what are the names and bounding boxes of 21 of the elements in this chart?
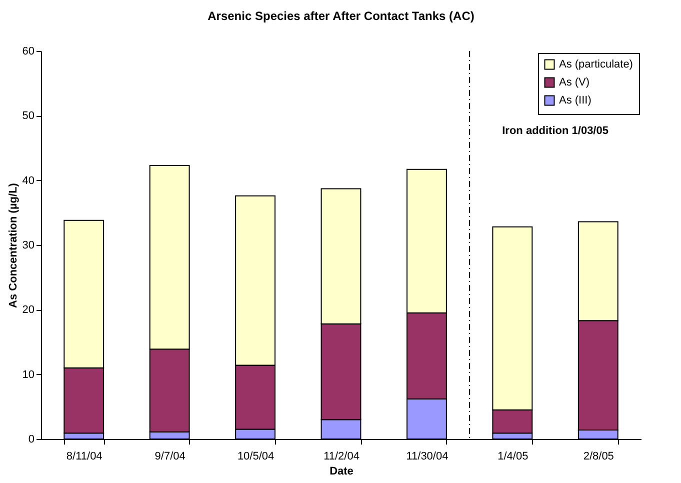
y-tick-label: 20 xyxy=(22,304,34,316)
x-tick-label: 2/8/05 xyxy=(583,450,614,462)
legend-label: As (particulate) xyxy=(559,58,633,70)
legend-label: As (V) xyxy=(559,76,590,88)
y-tick-label: 10 xyxy=(22,368,34,381)
y-tick-label: 40 xyxy=(22,174,34,187)
y-tick-label: 30 xyxy=(22,240,34,252)
x-tick-label: 9/7/04 xyxy=(154,450,186,462)
y-axis-title: As Concentration (µg/L) xyxy=(7,182,20,308)
x-tick-label: 1/4/05 xyxy=(498,450,528,462)
x-tick-label: 11/2/04 xyxy=(324,450,360,462)
y-tick-label: 50 xyxy=(22,110,34,122)
x-tick-label: 10/5/04 xyxy=(237,450,274,462)
legend-label: As (III) xyxy=(559,94,592,106)
y-tick-label: 60 xyxy=(22,46,34,58)
x-tick-label: 11/30/04 xyxy=(406,450,448,462)
x-tick-label: 8/11/04 xyxy=(66,450,102,462)
chart-title: Arsenic Species after After Contact Tanks (AC) xyxy=(208,9,474,23)
annotation: Iron addition 1/03/05 xyxy=(502,125,608,137)
y-tick-label: 0 xyxy=(28,434,34,446)
x-axis-title: Date xyxy=(330,466,354,478)
